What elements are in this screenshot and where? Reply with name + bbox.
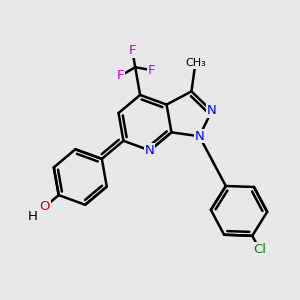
Text: F: F <box>148 64 156 77</box>
Text: N: N <box>194 130 204 143</box>
Text: F: F <box>128 44 136 57</box>
Text: H: H <box>28 210 38 223</box>
Text: CH₃: CH₃ <box>185 58 206 68</box>
Text: N: N <box>207 104 217 117</box>
Text: Cl: Cl <box>253 243 266 256</box>
Text: N: N <box>145 144 155 157</box>
Text: O: O <box>39 200 50 213</box>
Text: F: F <box>117 69 124 82</box>
